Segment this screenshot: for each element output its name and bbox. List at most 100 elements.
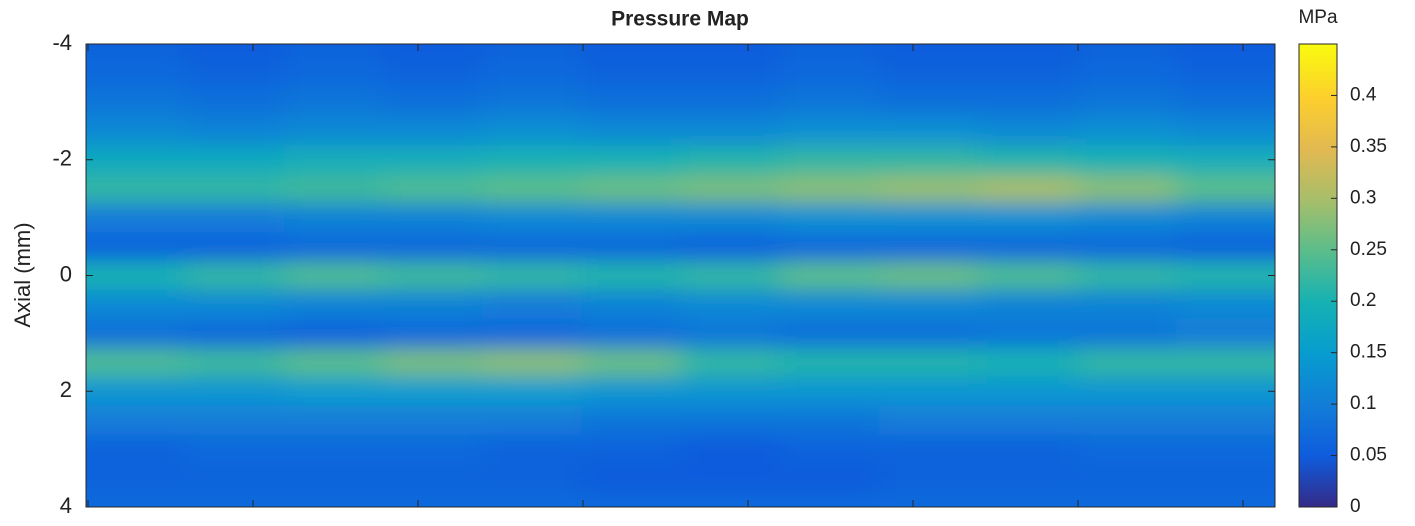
heatmap-cell xyxy=(185,232,285,262)
heatmap-cell xyxy=(185,405,285,436)
heatmap-cell xyxy=(482,347,582,378)
heatmap-cell xyxy=(878,87,979,117)
heatmap-cell xyxy=(977,87,1078,117)
heatmap-cell xyxy=(779,44,880,59)
heatmap-cell xyxy=(1076,145,1177,175)
heatmap-cell xyxy=(1076,87,1177,117)
heatmap-cell xyxy=(284,145,384,175)
heatmap-cell xyxy=(482,492,582,507)
heatmap-cell xyxy=(185,145,285,175)
heatmap-cell xyxy=(680,405,781,436)
heatmap-cell xyxy=(482,174,582,204)
heatmap-cell xyxy=(185,44,285,59)
heatmap-cell xyxy=(779,116,880,146)
heatmap-cell xyxy=(284,434,384,465)
heatmap-cell xyxy=(284,58,384,88)
heatmap-cell xyxy=(680,376,781,407)
heatmap-cell xyxy=(977,261,1078,291)
heatmap-cell xyxy=(482,232,582,262)
heatmap-cell xyxy=(581,492,681,507)
colorbar-tick-label: 0 xyxy=(1350,496,1361,517)
heatmap-cell xyxy=(1076,203,1177,233)
chart-title: Pressure Map xyxy=(611,8,749,31)
heatmap-cell xyxy=(1175,318,1275,349)
heatmap-cell xyxy=(779,58,880,88)
heatmap-cell xyxy=(878,463,979,494)
heatmap-cell xyxy=(482,261,582,291)
heatmap-cell xyxy=(1175,405,1275,436)
heatmap-cell xyxy=(878,174,979,204)
heatmap-cell xyxy=(680,58,781,88)
heatmap-cell xyxy=(779,405,880,436)
heatmap-cell xyxy=(779,203,880,233)
heatmap-cell xyxy=(383,203,483,233)
heatmap-cell xyxy=(581,318,681,349)
heatmap-cell xyxy=(581,116,681,146)
heatmap-cell xyxy=(581,376,681,407)
heatmap-cell xyxy=(1175,492,1275,507)
heatmap-cell xyxy=(185,376,285,407)
heatmap-cell xyxy=(878,232,979,262)
heatmap-cell xyxy=(284,261,384,291)
heatmap-cell xyxy=(383,347,483,378)
heatmap-cell xyxy=(86,203,186,233)
heatmap-cell xyxy=(185,347,285,378)
heatmap-cell xyxy=(1076,492,1177,507)
heatmap-cell xyxy=(680,289,781,320)
heatmap-cell xyxy=(383,463,483,494)
heatmap-cell xyxy=(779,232,880,262)
heatmap-cell xyxy=(1175,347,1275,378)
y-tick-label: -4 xyxy=(52,30,72,55)
heatmap-cell xyxy=(482,289,582,320)
heatmap-cell xyxy=(1076,116,1177,146)
heatmap-cell xyxy=(581,174,681,204)
heatmap-cell xyxy=(1175,434,1275,465)
colorbar-tick-label: 0.4 xyxy=(1350,84,1377,105)
colorbar-tick-label: 0.15 xyxy=(1350,342,1387,363)
heatmap-cell xyxy=(977,232,1078,262)
heatmap-cell xyxy=(977,434,1078,465)
heatmap-cell xyxy=(86,145,186,175)
heatmap-cell xyxy=(977,492,1078,507)
heatmap-cell xyxy=(878,145,979,175)
heatmap-cell xyxy=(680,145,781,175)
heatmap-cell xyxy=(779,463,880,494)
y-tick-label: 4 xyxy=(60,493,72,518)
heatmap-cell xyxy=(878,289,979,320)
heatmap xyxy=(86,44,1275,507)
heatmap-cell xyxy=(878,376,979,407)
heatmap-cell xyxy=(86,347,186,378)
heatmap-cell xyxy=(383,174,483,204)
heatmap-cell xyxy=(581,232,681,262)
heatmap-cell xyxy=(878,434,979,465)
heatmap-cell xyxy=(779,318,880,349)
heatmap-cell xyxy=(284,87,384,117)
colorbar-tick-label: 0.1 xyxy=(1350,393,1376,414)
heatmap-cell xyxy=(383,44,483,59)
heatmap-cell xyxy=(779,434,880,465)
heatmap-cell xyxy=(383,58,483,88)
x-ticks xyxy=(87,44,1244,507)
heatmap-cell xyxy=(284,232,384,262)
heatmap-cell xyxy=(86,261,186,291)
heatmap-cell xyxy=(779,87,880,117)
heatmap-cell xyxy=(284,492,384,507)
colorbar-label: MPa xyxy=(1298,7,1338,28)
heatmap-cell xyxy=(86,434,186,465)
heatmap-cell xyxy=(1076,289,1177,320)
heatmap-cell xyxy=(86,376,186,407)
heatmap-cell xyxy=(581,58,681,88)
heatmap-cell xyxy=(284,347,384,378)
heatmap-cell xyxy=(1076,58,1177,88)
heatmap-cell xyxy=(482,318,582,349)
heatmap-cell xyxy=(482,116,582,146)
heatmap-cell xyxy=(1175,261,1275,291)
heatmap-cell xyxy=(581,44,681,59)
heatmap-cell xyxy=(482,434,582,465)
heatmap-cell xyxy=(581,347,681,378)
heatmap-cell xyxy=(977,318,1078,349)
colorbar-tick-label: 0.2 xyxy=(1350,290,1376,311)
heatmap-cell xyxy=(185,87,285,117)
heatmap-cell xyxy=(383,145,483,175)
